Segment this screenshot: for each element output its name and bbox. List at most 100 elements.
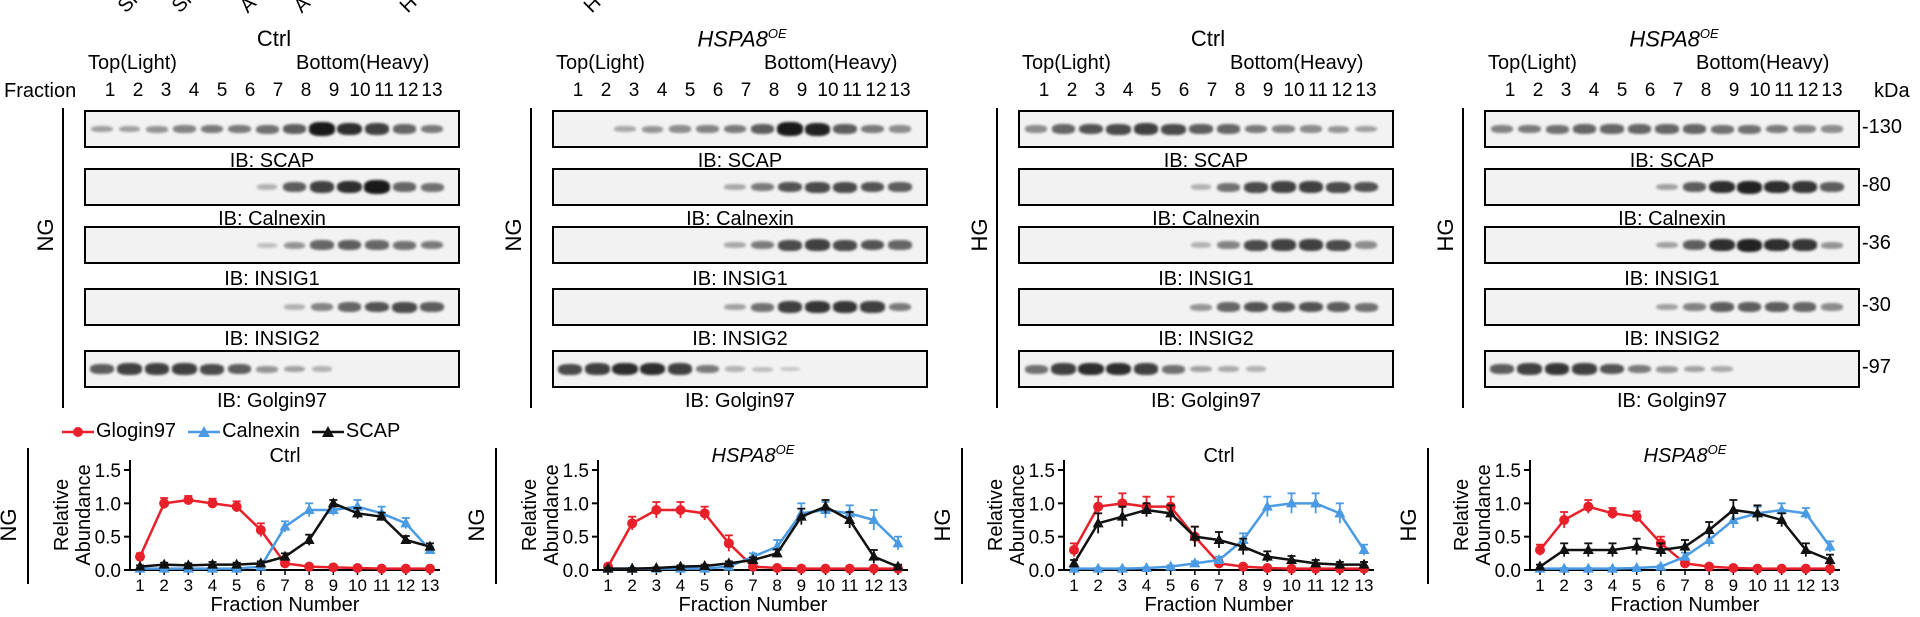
data-point	[1655, 560, 1667, 571]
blot-band	[860, 181, 885, 193]
y-tick-label: 0.0	[563, 561, 589, 582]
data-point	[159, 498, 170, 509]
blot-band	[1326, 239, 1351, 251]
blot-band	[392, 182, 417, 192]
fraction-number: 2	[1532, 80, 1544, 101]
blot-band	[1710, 124, 1734, 134]
legend-scap: SCAP	[310, 420, 400, 443]
data-point	[1358, 558, 1370, 569]
blot-band	[172, 363, 197, 375]
data-point	[255, 557, 267, 568]
fraction-number: 11	[374, 80, 394, 101]
x-tick-label: 9	[329, 576, 338, 595]
x-tick-label: 10	[1282, 576, 1301, 595]
data-point	[868, 550, 880, 561]
chart-title-superscript: OE	[776, 442, 795, 457]
x-tick-label: 2	[1093, 576, 1102, 595]
blot-band	[173, 125, 196, 133]
x-tick-label: 10	[816, 576, 835, 595]
y-axis-label-line2: Abundance	[1007, 464, 1029, 565]
data-point	[352, 563, 363, 573]
blot-band	[668, 125, 692, 133]
blot-band	[724, 184, 746, 190]
fraction-number: 6	[244, 80, 256, 101]
blot-band	[1216, 302, 1241, 312]
blot-band	[393, 240, 416, 250]
blot-band	[1190, 303, 1212, 311]
data-point	[231, 501, 242, 512]
fraction-number: 12	[397, 80, 419, 101]
blot-label: IB: INSIG1	[692, 268, 788, 290]
blot-band	[557, 363, 583, 375]
chart-title-main: HSPA8	[1644, 445, 1708, 467]
blot-band	[750, 124, 775, 134]
blot-band	[1683, 303, 1706, 311]
blot-band	[1736, 180, 1763, 194]
blot-band	[255, 124, 279, 134]
top-light-label: Top(Light)	[556, 52, 645, 74]
chart-title: Ctrl	[269, 445, 300, 467]
chart-title: HSPA8OE	[712, 442, 795, 467]
blot-band	[1244, 124, 1268, 134]
bottom-heavy-label: Bottom(Heavy)	[1230, 52, 1364, 74]
blot-band	[1271, 181, 1296, 193]
blot-band	[1655, 124, 1679, 134]
legend-calnexin: Calnexin	[186, 420, 300, 443]
blot-band	[365, 301, 389, 313]
data-point	[1165, 507, 1177, 518]
blot-band	[777, 301, 803, 313]
blot-band	[1656, 241, 1678, 249]
condition-divider	[996, 108, 998, 408]
molecular-weight-label: -80	[1862, 174, 1891, 196]
blot-label: IB: SCAP	[1163, 150, 1249, 172]
data-point	[1116, 510, 1128, 521]
data-point	[1582, 562, 1594, 573]
data-point	[400, 563, 411, 574]
blot-label: IB: Calnexin	[218, 208, 326, 230]
fraction-number: 13	[889, 80, 911, 101]
x-tick-label: 11	[1773, 576, 1791, 595]
y-tick-label: 1.5	[563, 461, 589, 482]
x-tick-label: 12	[1796, 576, 1815, 595]
blot-band	[282, 182, 307, 192]
chart-title: HSPA8OE	[1644, 442, 1727, 467]
data-point	[626, 562, 638, 573]
blot-strip	[1018, 110, 1394, 148]
blot-band	[1190, 184, 1212, 190]
data-point	[1558, 562, 1570, 573]
blot-band	[1326, 181, 1351, 193]
data-point	[1752, 507, 1763, 518]
fraction-number: 9	[1728, 80, 1740, 101]
blot-band	[1682, 240, 1707, 250]
molecular-weight-label: -30	[1862, 294, 1891, 316]
blot-band	[804, 122, 831, 136]
blot-strip	[84, 350, 460, 388]
data-point	[1800, 507, 1812, 518]
bottom-heavy-label: Bottom(Heavy)	[764, 52, 898, 74]
data-point	[1607, 508, 1618, 519]
x-tick-label: 1	[1069, 576, 1078, 595]
blot-strip	[1018, 168, 1394, 206]
x-tick-label: 9	[1729, 576, 1738, 595]
y-tick-label: 1.5	[1029, 461, 1055, 482]
blot-band	[1051, 124, 1076, 134]
panel-title: Ctrl	[144, 26, 404, 52]
blot-band	[724, 242, 746, 248]
blot-band	[1764, 180, 1790, 194]
blot-band	[1490, 125, 1514, 133]
blot-band	[227, 364, 252, 374]
fraction-number: 11	[1774, 80, 1794, 101]
blot-band	[724, 366, 746, 372]
data-point	[1727, 504, 1739, 514]
fraction-number: 1	[572, 80, 584, 101]
fraction-number: 10	[1749, 80, 1771, 101]
blot-strip	[552, 350, 928, 388]
legend-calnexin-label: Calnexin	[222, 420, 300, 442]
x-axis-label: Fraction Number	[211, 594, 360, 616]
fraction-number: 5	[1150, 80, 1162, 101]
blot-band	[888, 182, 912, 192]
data-point	[699, 508, 710, 519]
fraction-number: 8	[1700, 80, 1712, 101]
